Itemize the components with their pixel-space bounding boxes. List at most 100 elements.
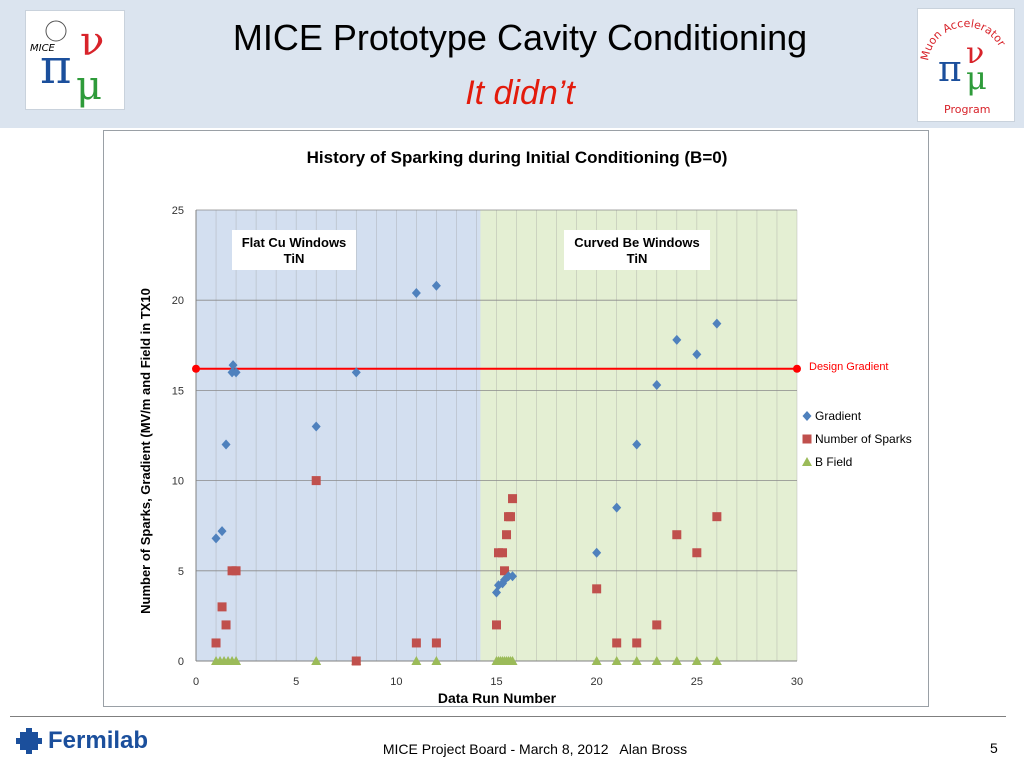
y-tick-label: 15	[172, 385, 184, 397]
x-tick-label: 10	[390, 676, 402, 688]
number-of-sparks-point	[411, 638, 421, 648]
y-tick-label: 25	[172, 205, 184, 217]
slide-subtitle: It didn’t	[465, 74, 575, 112]
b-field-point	[231, 656, 242, 665]
gradient-point	[211, 533, 221, 544]
gradient-point	[498, 578, 508, 589]
x-tick-label: 20	[591, 676, 603, 688]
fermilab-icon	[16, 728, 42, 754]
pi-glyph: π	[938, 49, 962, 90]
design-gradient-label: Design Gradient	[809, 361, 889, 373]
map-logo-top-text: Muon Accelerator	[918, 17, 1008, 62]
region-label-box-1	[564, 230, 710, 270]
region-label-line2: TiN	[627, 251, 648, 266]
slide-header	[0, 0, 1024, 128]
mice-logo-figure	[45, 20, 67, 42]
number-of-sparks-point	[231, 566, 241, 576]
region-background-0	[196, 210, 481, 661]
y-tick-label: 5	[178, 566, 184, 578]
x-tick-label: 30	[791, 676, 803, 688]
y-axis-label: Number of Sparks, Gradient (MV/m and Fie…	[138, 288, 153, 614]
nu-glyph: ν	[966, 36, 984, 71]
fermilab-label: Fermilab	[48, 727, 149, 754]
mice-logo: π ν μ MICE	[25, 10, 125, 110]
number-of-sparks-point	[672, 530, 682, 540]
chart-frame: 0 5 10 15 20 25 30 0 5 10 15 20 25 Design Gradient F…	[103, 130, 929, 707]
region-background-1	[480, 210, 797, 661]
page-number: 5	[990, 740, 998, 756]
chart-legend: Gradient Number of Sparks B Field	[802, 409, 912, 469]
number-of-sparks-point	[502, 530, 512, 540]
chart-title: History of Sparking during Initial Condi…	[307, 148, 728, 167]
b-field-point	[711, 656, 722, 665]
gradient-point	[672, 334, 682, 345]
legend-label-number-of-sparks: Number of Sparks	[815, 432, 912, 446]
y-tick-label: 20	[172, 295, 184, 307]
number-of-sparks-point	[217, 602, 227, 612]
b-field-point	[431, 656, 442, 665]
number-of-sparks-point	[652, 620, 662, 630]
fermilab-logo: Fermilab	[16, 727, 148, 755]
b-field-point	[311, 656, 322, 665]
number-of-sparks-point	[592, 584, 602, 594]
b-field-point	[651, 656, 662, 665]
map-logo-bottom-text: Program	[944, 103, 990, 116]
legend-label-b-field: B Field	[815, 455, 852, 469]
mu-glyph: μ	[966, 59, 987, 97]
number-of-sparks-point	[492, 620, 501, 630]
chart-data-points	[211, 280, 722, 666]
mice-logo-graphic: π ν μ MICE	[30, 19, 104, 109]
mice-logo-label: MICE	[30, 43, 56, 54]
x-tick-label: 25	[691, 676, 703, 688]
b-field-point	[411, 656, 422, 665]
map-logo-graphic: Muon Accelerator π ν μ Program	[918, 17, 1008, 116]
b-field-point	[631, 656, 642, 665]
x-tick-label: 15	[490, 676, 502, 688]
gradient-point	[217, 526, 227, 537]
footer-divider	[10, 716, 1006, 717]
gradient-point	[652, 379, 662, 390]
b-field-point	[611, 656, 622, 665]
gradient-point	[228, 360, 238, 371]
legend-marker-b-field	[802, 457, 812, 466]
number-of-sparks-point	[612, 638, 622, 648]
gradient-point	[712, 318, 722, 329]
design-gradient-endpoint-left	[192, 364, 200, 373]
gradient-point	[612, 502, 622, 513]
y-tick-label: 10	[172, 476, 184, 488]
gradient-point	[508, 571, 518, 582]
number-of-sparks-point	[506, 512, 516, 522]
gradient-point	[592, 547, 602, 558]
number-of-sparks-point	[221, 620, 231, 630]
slide-title: MICE Prototype Cavity Conditioning	[232, 17, 808, 58]
mu-glyph: μ	[76, 63, 102, 109]
pi-glyph: π	[40, 39, 72, 95]
b-field-point	[591, 656, 602, 665]
design-gradient-endpoint-right	[793, 364, 801, 373]
gradient-point	[351, 367, 361, 378]
x-tick-label: 0	[193, 676, 199, 688]
sparking-history-chart: 0 5 10 15 20 25 30 0 5 10 15 20 25 Design Gradient F…	[138, 148, 912, 706]
x-tick-label: 5	[293, 676, 299, 688]
region-label-line2: TiN	[284, 251, 305, 266]
design-gradient-line-group: Design Gradient	[192, 361, 889, 373]
gradient-point	[231, 367, 241, 378]
legend-marker-gradient	[802, 411, 812, 421]
chart-tick-labels: 0 5 10 15 20 25 30 0 5 10 15 20 25	[172, 205, 803, 688]
gradient-point	[411, 287, 421, 298]
number-of-sparks-point	[500, 566, 510, 576]
gradient-point	[221, 439, 231, 450]
b-field-point	[671, 656, 682, 665]
region-label-line1: Curved Be Windows	[574, 235, 700, 250]
number-of-sparks-point	[508, 494, 518, 504]
number-of-sparks-point	[351, 656, 361, 666]
region-label-line1: Flat Cu Windows	[242, 235, 347, 250]
y-tick-label: 0	[178, 656, 184, 668]
muon-accelerator-program-logo: Muon Accelerator π ν μ Program	[917, 8, 1015, 122]
gradient-point	[311, 421, 321, 432]
nu-glyph: ν	[80, 19, 104, 65]
legend-marker-number-of-sparks	[802, 434, 812, 444]
x-axis-label: Data Run Number	[438, 690, 557, 706]
number-of-sparks-point	[311, 476, 321, 486]
